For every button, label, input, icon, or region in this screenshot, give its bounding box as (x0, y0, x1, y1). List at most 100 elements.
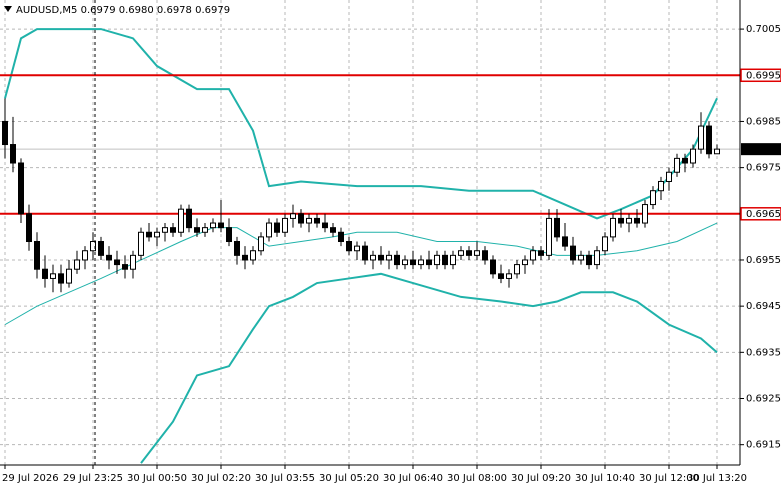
candle-body (610, 217, 616, 238)
x-tick-label: 30 Jul 06:40 (383, 473, 443, 484)
candle-body (242, 254, 248, 261)
candle-body (554, 217, 560, 238)
candle-body (66, 268, 72, 284)
candle-body (362, 245, 368, 261)
candle-body (10, 144, 16, 164)
candle-body (122, 264, 128, 270)
candle-body (2, 120, 8, 146)
candle-body (314, 217, 320, 224)
candle-body (138, 231, 144, 256)
candle-body (530, 250, 536, 261)
y-tick-label: 0.7005 (746, 24, 781, 35)
candle-body (218, 222, 224, 229)
candle-body (642, 204, 648, 224)
y-tick-label: 0.6985 (746, 116, 781, 127)
x-tick-label: 29 Jul 23:25 (63, 473, 123, 484)
candle-body (34, 241, 40, 270)
candle-body (234, 241, 240, 256)
candle-body (442, 254, 448, 266)
candle-body (58, 273, 64, 284)
candle-body (434, 254, 440, 266)
candle-body (690, 148, 696, 164)
x-tick-label: 30 Jul 12:00 (639, 473, 699, 484)
candle-body (162, 227, 168, 233)
candle-body (210, 222, 216, 229)
level-label-box (740, 68, 781, 83)
candle-body (450, 254, 456, 266)
candle-body (578, 254, 584, 261)
x-tick-label: 30 Jul 13:20 (687, 473, 747, 484)
candle-body (82, 250, 88, 261)
candle-body (330, 227, 336, 233)
candle-body (498, 273, 504, 279)
candle-body (546, 217, 552, 256)
candle-body (506, 273, 512, 279)
level-label: 0.6965 (746, 209, 781, 220)
candle-body (538, 250, 544, 256)
candle-body (586, 254, 592, 266)
candle-body (170, 227, 176, 233)
candle-body (346, 241, 352, 252)
plot-area (0, 28, 740, 464)
candle-body (618, 217, 624, 224)
candle-body (18, 162, 24, 215)
candle-body (298, 213, 304, 224)
x-tick-label: 30 Jul 10:40 (575, 473, 635, 484)
candle-body (426, 259, 432, 266)
x-tick-label: 30 Jul 05:20 (319, 473, 379, 484)
candle-body (130, 254, 136, 270)
candle-body (458, 250, 464, 256)
candle-body (474, 250, 480, 256)
candle-body (26, 213, 32, 243)
candle-body (666, 171, 672, 182)
y-tick-label: 0.6975 (746, 163, 781, 174)
candle-body (650, 190, 656, 206)
candle-body (594, 250, 600, 266)
y-tick-label: 0.6945 (746, 301, 781, 312)
x-tick-label: 30 Jul 08:00 (447, 473, 507, 484)
chart-title: AUDUSD,M5 0.6979 0.6980 0.6978 0.6979 (16, 5, 230, 16)
y-tick-label: 0.6915 (746, 440, 781, 451)
candle-body (338, 231, 344, 243)
candle-body (682, 157, 688, 164)
candle-body (482, 250, 488, 261)
candle-body (386, 254, 392, 261)
candle-body (674, 157, 680, 173)
candle-body (370, 254, 376, 261)
axes: 0.6915 0.6925 0.6935 0.6945 0.6955 0.6965 0.69… (2, 24, 781, 484)
menu-triangle (4, 6, 12, 12)
x-tick-label: 30 Jul 09:20 (511, 473, 571, 484)
candle-body (378, 254, 384, 261)
candle-body (410, 259, 416, 266)
bollinger-band (140, 272, 718, 464)
candle-body (226, 227, 232, 243)
candle-body (490, 259, 496, 275)
candle-body (354, 245, 360, 252)
level-label: 0.6995 (746, 70, 781, 81)
candle-body (322, 222, 328, 229)
candle-body (522, 259, 528, 266)
candle-body (698, 125, 704, 150)
candle-body (42, 268, 48, 279)
candle-body (562, 236, 568, 247)
candle-body (114, 259, 120, 266)
candle-body (50, 273, 56, 279)
y-tick-label: 0.6955 (746, 255, 781, 266)
x-tick-label: 29 Jul 2026 (2, 473, 59, 484)
candle-body (514, 264, 520, 275)
candle-body (306, 217, 312, 224)
current-price-box (741, 143, 781, 156)
candle-body (570, 245, 576, 261)
candle-body (266, 222, 272, 238)
x-tick-label: 30 Jul 00:50 (127, 473, 187, 484)
candle-body (394, 254, 400, 266)
candle-body (194, 227, 200, 233)
candle-body (146, 231, 152, 238)
candle-body (290, 213, 296, 219)
candle-body (658, 180, 664, 192)
candle-body (634, 217, 640, 224)
candle-body (154, 231, 160, 238)
